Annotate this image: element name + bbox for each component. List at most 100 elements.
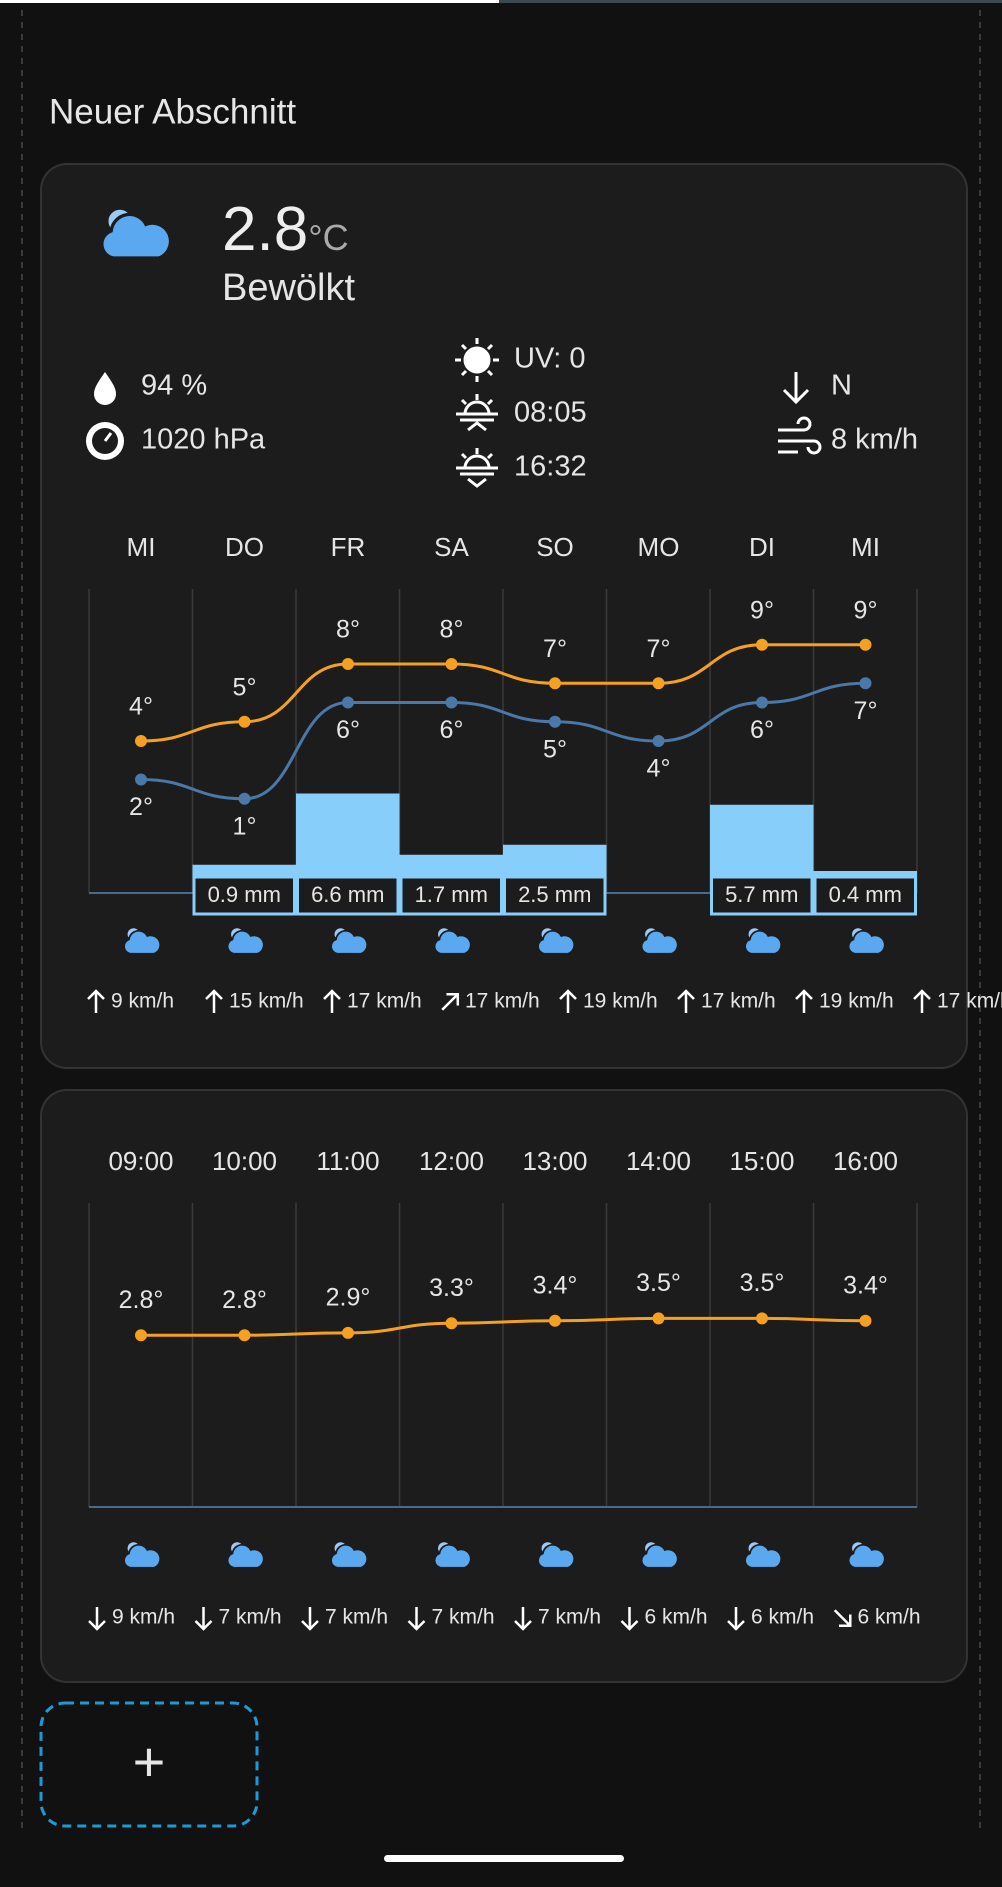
hour-label: 12:00: [419, 1146, 484, 1176]
wind-direction: N: [831, 370, 852, 402]
wind-arrow: [727, 1607, 745, 1631]
precipitation-bar: [399, 854, 503, 876]
temperature-point: [135, 735, 147, 747]
wind-direction-icon: [782, 372, 810, 405]
home-indicator: [384, 1855, 624, 1862]
low-label: 5°: [543, 735, 567, 763]
day-label: DO: [225, 532, 264, 562]
hour-label: 16:00: [833, 1146, 898, 1176]
precipitation-bar: [192, 864, 296, 876]
temperature-point: [342, 658, 354, 670]
add-button-label[interactable]: +: [133, 1730, 166, 1793]
wind-arrow: [87, 989, 105, 1013]
temperature-point: [238, 715, 251, 728]
low-label: 1°: [233, 812, 257, 840]
precipitation-bar: [710, 804, 814, 876]
temperature-point: [342, 696, 354, 709]
wind-arrow: [441, 992, 460, 1011]
temperature-point: [756, 1312, 768, 1325]
pressure-icon: [86, 422, 124, 460]
wind-label: 6 km/h: [858, 1606, 921, 1629]
temperature-line: [140, 681, 866, 801]
day-label: FR: [331, 532, 366, 562]
current-condition: Bewölkt: [222, 267, 355, 309]
wind-label: 9 km/h: [112, 1606, 175, 1629]
wind-label: 7 km/h: [432, 1606, 495, 1629]
temperature-point: [238, 1329, 251, 1342]
hour-label: 14:00: [626, 1146, 691, 1176]
temperature-point: [549, 1314, 561, 1327]
temperature-point: [135, 773, 147, 786]
low-label: 4°: [647, 755, 671, 783]
temperature-point: [445, 1317, 458, 1330]
temperature-label: 3.5°: [636, 1269, 681, 1297]
wind-arrow: [301, 1607, 319, 1631]
precipitation-bar: [813, 871, 917, 876]
hour-label: 10:00: [212, 1146, 277, 1176]
wind-label: 17 km/h: [701, 990, 776, 1013]
low-label: 6°: [750, 716, 774, 744]
temperature-point: [549, 677, 561, 690]
sunrise-icon: [456, 394, 498, 432]
wind-arrow: [194, 1607, 213, 1631]
high-label: 9°: [750, 596, 774, 624]
wind-label: 15 km/h: [229, 990, 304, 1013]
temperature-point: [859, 1314, 872, 1327]
hour-label: 09:00: [108, 1146, 173, 1176]
temperature-label: 2.9°: [326, 1283, 371, 1311]
wind-arrow: [514, 1607, 532, 1631]
day-label: SO: [536, 532, 574, 562]
hourly-card[interactable]: [40, 1089, 968, 1683]
wind-icon: [778, 416, 822, 455]
temperature-point: [652, 1312, 665, 1325]
temperature-point: [549, 715, 561, 728]
temperature-line: [140, 643, 866, 743]
low-label: 6°: [440, 716, 464, 744]
wind-label: 19 km/h: [583, 990, 658, 1013]
uv-icon: [455, 338, 499, 382]
temperature-point: [135, 1329, 147, 1342]
temperature-point: [859, 677, 872, 690]
wind-label: 17 km/h: [347, 990, 422, 1013]
wind-arrow: [795, 989, 813, 1013]
wind-arrow: [205, 989, 223, 1013]
temperature-point: [238, 792, 251, 805]
day-label: DI: [749, 532, 775, 562]
precipitation-box: [399, 875, 503, 916]
daily-card[interactable]: [40, 163, 968, 1069]
wind-label: 17 km/h: [937, 990, 1002, 1013]
temperature-line: [141, 1316, 866, 1337]
low-label: 2°: [129, 793, 153, 821]
temperature-point: [445, 696, 458, 709]
add-button[interactable]: [39, 1701, 259, 1828]
precipitation-bar: [296, 793, 400, 876]
high-label: 9°: [854, 596, 878, 624]
temperature-point: [756, 638, 768, 651]
precipitation-bar: [503, 844, 607, 876]
precipitation-box: [503, 875, 607, 916]
precipitation-box: [296, 875, 400, 916]
precipitation-label: 1.7 mm: [415, 882, 488, 907]
temperature-label: 2.8°: [222, 1286, 267, 1314]
wind-label: 7 km/h: [219, 1606, 282, 1629]
hour-label: 13:00: [522, 1146, 587, 1176]
temperature-point: [652, 735, 665, 747]
precipitation-label: 2.5 mm: [518, 882, 591, 907]
precipitation-label: 0.9 mm: [208, 882, 281, 907]
high-label: 7°: [543, 635, 567, 663]
humidity-icon: [94, 372, 116, 405]
wind-label: 9 km/h: [111, 990, 174, 1013]
precipitation-label: 6.6 mm: [311, 882, 384, 907]
temperature-point: [756, 696, 768, 709]
wind-arrow: [677, 989, 695, 1013]
wind-arrow: [620, 1607, 639, 1631]
day-label: MI: [851, 532, 880, 562]
temperature-label: 3.5°: [740, 1269, 785, 1297]
low-label: 6°: [336, 716, 360, 744]
precipitation-label: 5.7 mm: [725, 882, 798, 907]
high-label: 5°: [233, 673, 257, 701]
sunset: 16:32: [514, 451, 587, 483]
humidity: 94 %: [141, 370, 207, 402]
temperature-point: [445, 658, 458, 670]
wind-label: 7 km/h: [538, 1606, 601, 1629]
